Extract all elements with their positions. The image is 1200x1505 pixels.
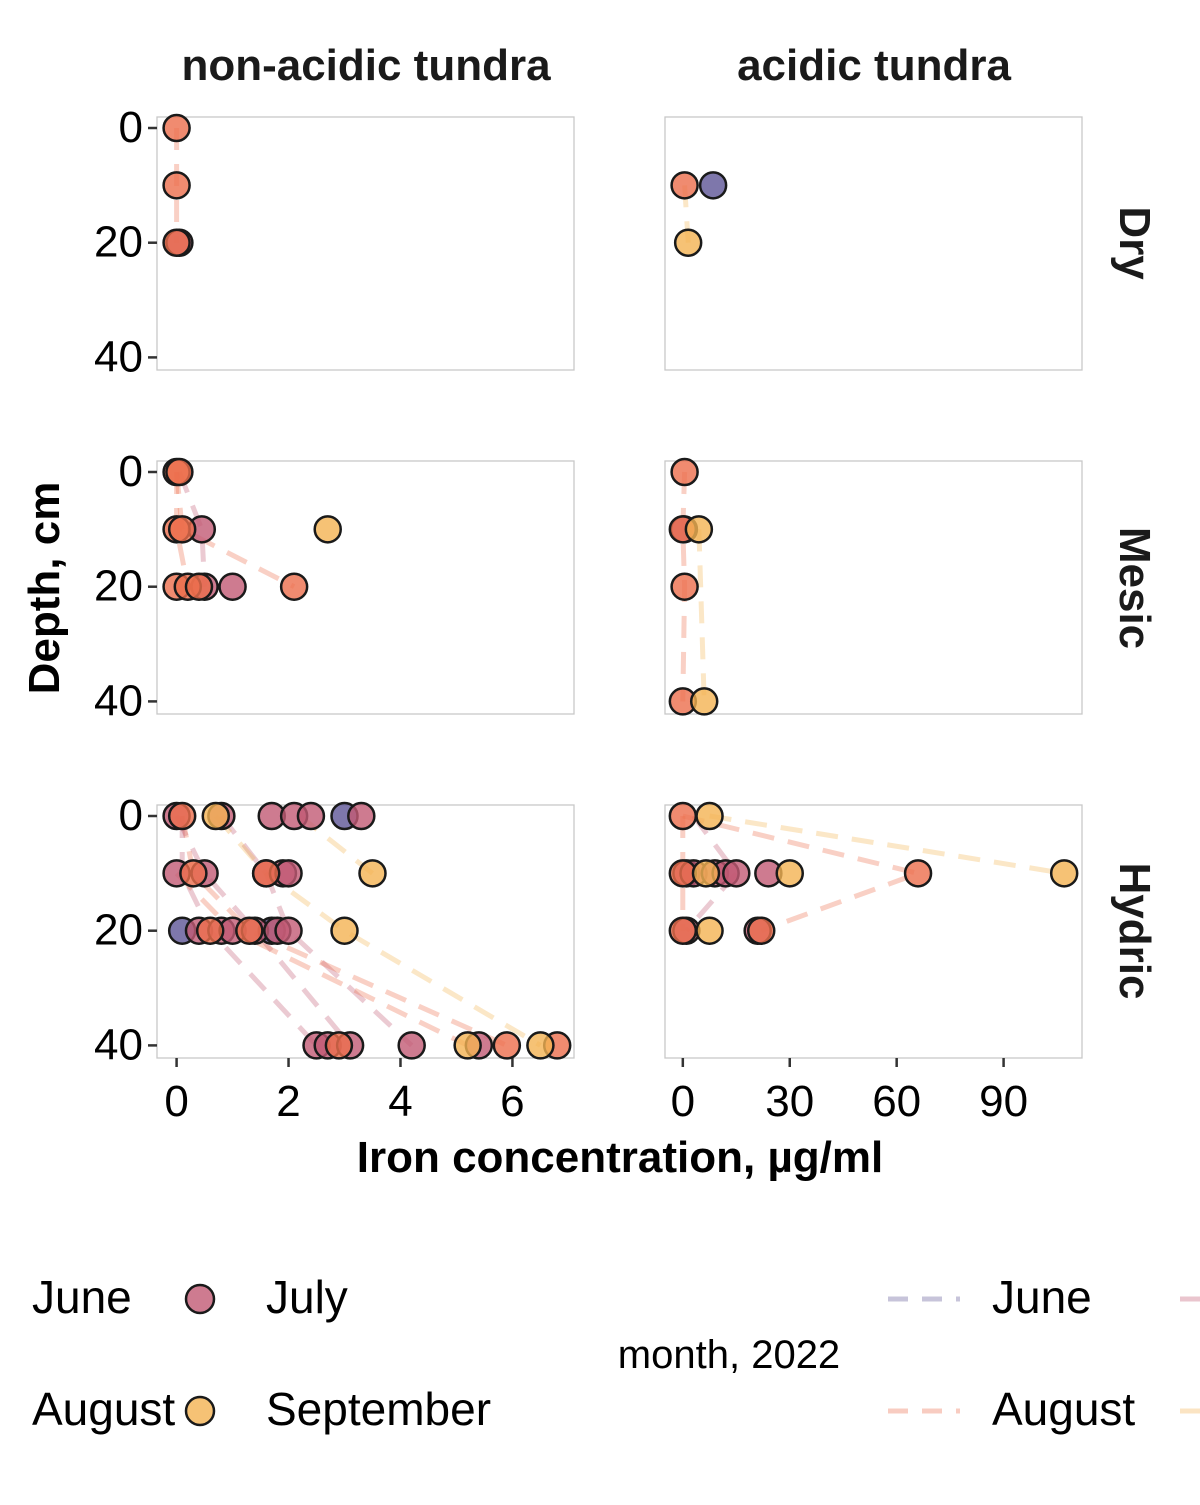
data-point bbox=[691, 859, 721, 888]
data-point bbox=[689, 687, 719, 716]
profile-lines-layer bbox=[174, 128, 1065, 1048]
panel-2-1 bbox=[664, 804, 1083, 1059]
data-point bbox=[324, 1031, 354, 1060]
y-tick-label: 20 bbox=[94, 906, 143, 955]
data-point bbox=[201, 801, 231, 831]
legend: JuneJulyAugustSeptemberJuneJulyAugustSep… bbox=[32, 1271, 1200, 1435]
data-point bbox=[330, 916, 359, 945]
data-point bbox=[347, 801, 376, 831]
y-axis-title: Depth, cm bbox=[20, 482, 69, 695]
legend-point-label: August bbox=[32, 1383, 175, 1435]
y-tick-label: 40 bbox=[94, 1020, 143, 1069]
profile-line bbox=[174, 871, 469, 1048]
data-point bbox=[162, 171, 191, 200]
x-axis-title: Iron concentration, µg/ml bbox=[357, 1133, 884, 1182]
data-point bbox=[453, 1031, 482, 1060]
data-point bbox=[167, 801, 197, 831]
facet-row-label-mesic: Mesic bbox=[1110, 527, 1159, 649]
y-tick-label: 0 bbox=[119, 103, 143, 152]
data-point bbox=[670, 572, 699, 601]
x-tick-label: 60 bbox=[872, 1077, 921, 1126]
data-point bbox=[695, 801, 724, 831]
x-tick-label: 6 bbox=[500, 1077, 524, 1126]
y-tick-label: 20 bbox=[94, 562, 143, 611]
x-tick-label: 90 bbox=[979, 1077, 1028, 1126]
data-point bbox=[167, 515, 197, 544]
data-point bbox=[279, 572, 309, 601]
data-point bbox=[526, 1031, 555, 1060]
panel-0-1 bbox=[664, 116, 1083, 371]
y-tick-label: 0 bbox=[119, 447, 143, 496]
y-tick-label: 40 bbox=[94, 332, 143, 381]
points-layer bbox=[162, 113, 1079, 1060]
data-point bbox=[397, 1031, 426, 1060]
legend-point-key bbox=[184, 1283, 216, 1315]
legend-point-label: September bbox=[266, 1383, 491, 1435]
data-point bbox=[1049, 859, 1079, 888]
data-point bbox=[668, 916, 698, 945]
data-point bbox=[722, 859, 751, 888]
profile-line bbox=[684, 814, 740, 933]
legend-line-label: August bbox=[992, 1383, 1135, 1435]
data-point bbox=[235, 916, 264, 945]
data-point bbox=[775, 859, 804, 888]
legend-title: month, 2022 bbox=[618, 1333, 840, 1377]
facet-row-label-hydric: Hydric bbox=[1110, 863, 1159, 1000]
data-point bbox=[668, 801, 698, 831]
data-point bbox=[695, 916, 724, 945]
legend-point-label: July bbox=[266, 1271, 348, 1323]
x-tick-label: 0 bbox=[164, 1077, 188, 1126]
legend-point-key bbox=[184, 1395, 216, 1427]
x-tick-label: 0 bbox=[671, 1077, 695, 1126]
data-point bbox=[296, 801, 326, 831]
profile-line bbox=[709, 813, 1065, 876]
x-tick-label: 4 bbox=[388, 1077, 412, 1126]
data-point bbox=[684, 515, 714, 544]
data-point bbox=[903, 859, 933, 888]
profile-line bbox=[680, 471, 688, 702]
data-point bbox=[670, 171, 699, 200]
facet-label-non-acidic: non-acidic tundra bbox=[181, 41, 551, 90]
profile-line bbox=[179, 816, 319, 1048]
data-point bbox=[251, 859, 281, 888]
x-tick-label: 2 bbox=[276, 1077, 300, 1126]
data-point bbox=[184, 572, 214, 601]
profile-line bbox=[696, 529, 707, 702]
data-point bbox=[274, 916, 303, 945]
data-point bbox=[162, 228, 191, 257]
data-point bbox=[313, 515, 342, 544]
facet-row-label-dry: Dry bbox=[1110, 206, 1159, 280]
legend-line-label: June bbox=[992, 1271, 1092, 1323]
panel-1-1 bbox=[664, 460, 1083, 715]
y-tick-label: 40 bbox=[94, 676, 143, 725]
data-point bbox=[673, 228, 703, 257]
data-point bbox=[698, 171, 728, 200]
profile-line bbox=[682, 813, 927, 934]
data-point bbox=[358, 859, 387, 888]
y-tick-label: 20 bbox=[94, 218, 143, 267]
data-point bbox=[746, 916, 776, 945]
data-point bbox=[670, 457, 699, 487]
data-point bbox=[492, 1031, 522, 1060]
panel-0-0 bbox=[156, 116, 575, 371]
x-tick-label: 30 bbox=[765, 1077, 814, 1126]
y-tick-label: 0 bbox=[119, 791, 143, 840]
profile-line bbox=[219, 814, 414, 1048]
data-point bbox=[218, 572, 247, 601]
legend-point-label: June bbox=[32, 1271, 132, 1323]
facet-label-acidic: acidic tundra bbox=[737, 41, 1011, 90]
data-point bbox=[179, 859, 208, 888]
data-point bbox=[195, 916, 225, 945]
data-point bbox=[165, 457, 194, 487]
profile-line bbox=[213, 814, 542, 1048]
profile-line bbox=[177, 471, 208, 587]
data-point bbox=[162, 113, 191, 143]
